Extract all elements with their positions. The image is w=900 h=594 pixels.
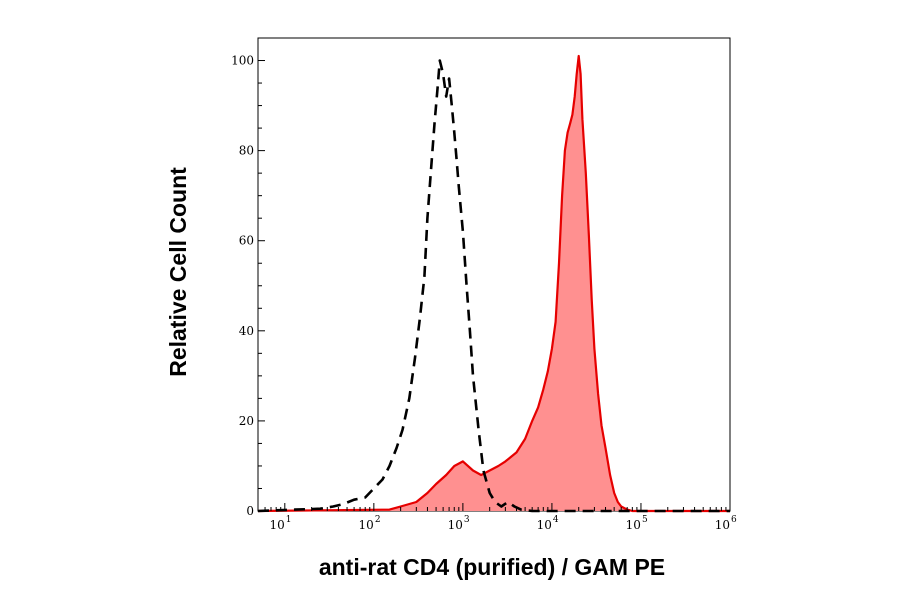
x-tick-exponent: 1 (286, 515, 292, 525)
y-tick-label: 40 (239, 324, 254, 338)
x-tick-label: 10 (448, 518, 463, 532)
x-tick-label: 10 (537, 518, 552, 532)
x-tick-label: 10 (626, 518, 641, 532)
y-tick-label: 20 (239, 414, 254, 428)
x-tick-exponent: 2 (375, 515, 381, 525)
x-tick-exponent: 3 (464, 515, 470, 525)
series-layer (257, 54, 730, 513)
x-tick-label: 10 (715, 518, 730, 532)
x-tick-label: 10 (270, 518, 285, 532)
y-tick-label: 80 (239, 144, 254, 158)
x-tick-exponent: 4 (553, 515, 559, 525)
x-axis-title: anti-rat CD4 (purified) / GAM PE (319, 554, 665, 580)
y-axis-title: Relative Cell Count (165, 167, 191, 377)
black-dashed-histogram-line (257, 59, 730, 513)
plot-frame (257, 37, 731, 512)
y-tick-label: 100 (231, 54, 254, 68)
red-histogram-line (257, 54, 730, 513)
x-tick-exponent: 5 (642, 515, 648, 525)
x-tick-exponent: 6 (731, 515, 737, 525)
red-histogram-fill (258, 56, 730, 511)
x-tick-label: 10 (359, 518, 374, 532)
y-tick-label: 60 (239, 234, 254, 248)
y-tick-label: 0 (246, 504, 254, 518)
